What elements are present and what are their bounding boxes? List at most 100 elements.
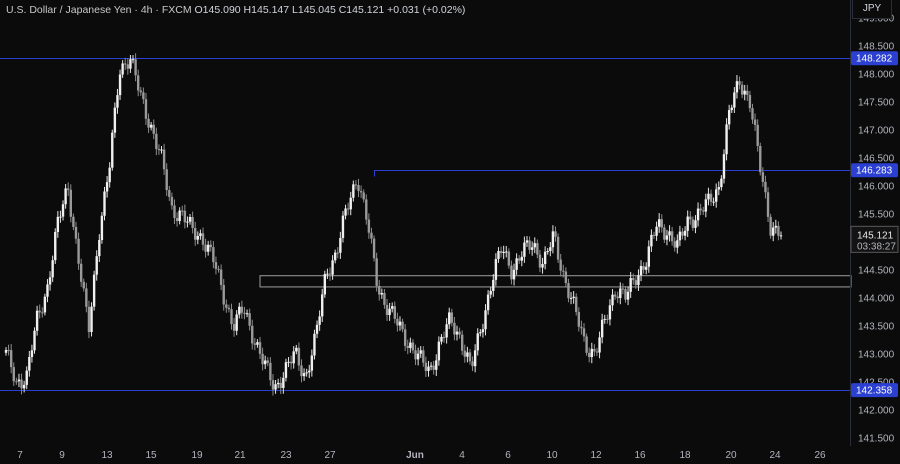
candle	[219, 264, 223, 291]
candle	[505, 246, 508, 258]
candle-body	[414, 350, 417, 360]
candle	[243, 306, 246, 320]
candle-body	[35, 310, 39, 331]
candle	[777, 221, 780, 241]
candle	[611, 289, 614, 311]
candle-body	[321, 294, 324, 317]
candle	[670, 226, 674, 246]
candle	[349, 191, 352, 216]
candle	[64, 183, 67, 209]
candle-body	[473, 350, 477, 367]
candle-body	[694, 220, 697, 228]
candle	[359, 185, 363, 198]
candle-body	[248, 313, 251, 326]
time-tick-label: 26	[814, 450, 826, 461]
candle	[699, 203, 702, 216]
price-tick-label: 148.500	[858, 42, 895, 53]
candle	[378, 279, 381, 301]
candle	[484, 304, 487, 336]
candle	[59, 210, 62, 223]
candle	[212, 241, 215, 269]
candle-body	[284, 362, 288, 378]
candle-body	[556, 236, 560, 260]
candle-body	[175, 218, 179, 222]
candle-body	[530, 247, 534, 250]
candle-body	[479, 332, 482, 334]
candle-body	[15, 381, 18, 383]
candle	[595, 347, 599, 357]
candle	[152, 119, 155, 140]
candle	[149, 121, 153, 131]
candle	[445, 318, 448, 344]
candle	[396, 312, 399, 332]
candle-body	[683, 230, 687, 236]
candle	[282, 372, 285, 394]
candle-body	[424, 362, 428, 371]
candle-body	[266, 360, 269, 363]
time-axis[interactable]: 7 9 13 15 19 21 23 27 Jun 4 6 10 12 16 18 20 24 26	[17, 450, 826, 461]
level-price-label: 148.282	[856, 54, 893, 65]
candle	[761, 167, 765, 187]
candle-body	[357, 185, 360, 192]
candle-body	[740, 84, 744, 95]
candle	[160, 146, 163, 154]
candle-body	[559, 259, 562, 271]
candle-body	[533, 243, 536, 248]
candle-body	[43, 296, 47, 313]
candle-body	[528, 240, 531, 250]
candle	[56, 211, 60, 238]
candle-body	[766, 192, 770, 217]
candle-body	[191, 217, 194, 229]
candle	[746, 84, 749, 101]
candle	[157, 144, 161, 155]
candle-body	[162, 149, 166, 170]
currency-button[interactable]: JPY	[852, 0, 892, 19]
symbol-title[interactable]: U.S. Dollar / Japanese Yen · 4h · FXCM	[6, 4, 192, 16]
candle	[336, 247, 339, 259]
candle	[626, 286, 630, 306]
candle	[598, 331, 601, 359]
candle	[489, 287, 492, 299]
level-labels: 148.282 146.283 142.358	[851, 51, 898, 398]
candle-body	[230, 309, 233, 325]
candle-body	[497, 250, 500, 260]
candle-body	[263, 360, 267, 365]
candle	[559, 253, 562, 277]
time-tick-label: 19	[191, 450, 203, 461]
candle	[85, 282, 88, 313]
candle	[624, 286, 627, 303]
candle	[54, 228, 57, 264]
candle-body	[326, 273, 329, 275]
candle	[543, 246, 547, 270]
time-tick-label: 24	[769, 450, 781, 461]
candle-body	[227, 307, 231, 310]
candle	[564, 267, 568, 288]
candle-body	[354, 184, 358, 186]
candle-body	[170, 196, 174, 206]
candle-body	[77, 238, 80, 264]
candle-body	[510, 265, 513, 280]
candle-body	[642, 266, 645, 270]
candle-body	[199, 233, 202, 237]
candle	[453, 317, 456, 341]
candle-body	[652, 234, 656, 236]
candle-body	[577, 312, 581, 327]
candle	[642, 262, 645, 274]
candle	[352, 180, 355, 202]
candle	[520, 251, 524, 267]
candle-body	[569, 298, 573, 300]
candle	[111, 129, 114, 171]
candle	[650, 229, 653, 252]
candle-body	[525, 240, 529, 243]
candle-body	[665, 235, 669, 240]
candle-body	[297, 347, 301, 366]
candle-body	[429, 365, 433, 367]
candle-body	[95, 256, 98, 275]
candle-body	[616, 296, 619, 299]
candle	[575, 293, 578, 316]
candle-body	[458, 331, 461, 335]
candle-body	[543, 251, 547, 264]
candle-body	[315, 324, 319, 334]
